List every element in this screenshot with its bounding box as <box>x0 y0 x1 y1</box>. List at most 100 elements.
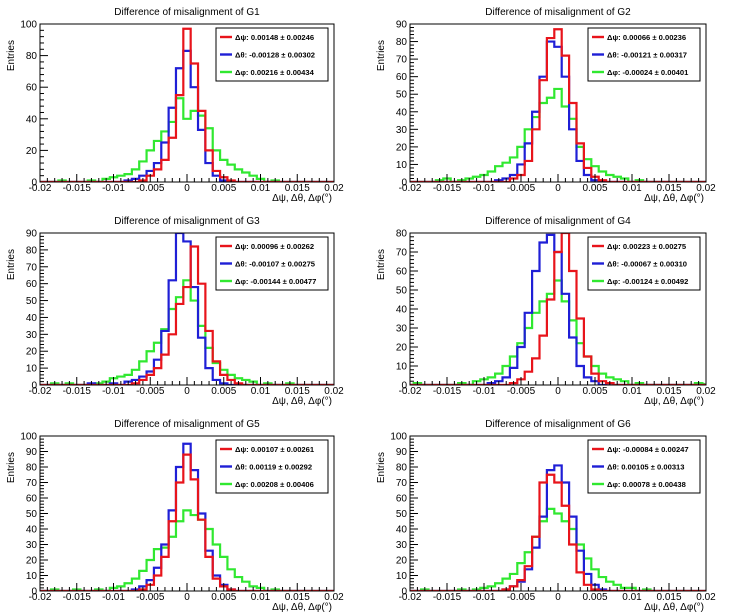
histogram-psi <box>40 245 334 385</box>
x-tick-label: 0 <box>184 592 190 603</box>
x-tick-label: -0.01 <box>473 592 496 603</box>
y-tick-label: 30 <box>396 540 408 551</box>
legend-label-theta: Δθ: -0.00121 ± 0.00317 <box>607 51 687 60</box>
y-tick-label: 100 <box>20 432 37 443</box>
y-tick-label: 90 <box>396 20 408 31</box>
y-axis-label: Entries <box>376 452 387 483</box>
histogram-phi <box>410 507 706 591</box>
legend-label-phi: Δφ: 0.00216 ± 0.00434 <box>235 68 315 77</box>
legend-label-theta: Δθ: 0.00119 ± 0.00292 <box>235 463 312 472</box>
y-tick-label: 40 <box>396 107 408 118</box>
y-tick-label: 30 <box>26 330 38 341</box>
legend-label-theta: Δθ: -0.00107 ± 0.00275 <box>235 260 316 269</box>
x-tick-label: 0.015 <box>656 183 681 194</box>
y-tick-label: 40 <box>26 114 38 125</box>
histogram-phi <box>40 279 334 385</box>
y-tick-label: 50 <box>396 286 408 297</box>
y-axis-label: Entries <box>376 249 387 280</box>
x-tick-label: 0.01 <box>622 183 642 194</box>
y-tick-label: 70 <box>26 262 38 273</box>
panel-g5: Difference of misalignment of G5 Entries Δ… <box>6 419 344 613</box>
legend-box <box>587 236 701 291</box>
x-tick-label: 0.01 <box>251 183 271 194</box>
legend-box <box>587 27 701 82</box>
x-tick-label: 0.01 <box>622 592 642 603</box>
y-tick-label: 20 <box>26 347 38 358</box>
x-tick-label: -0.005 <box>136 183 165 194</box>
legend-label-psi: Δψ: 0.00148 ± 0.00246 <box>235 33 314 42</box>
x-tick-label: -0.02 <box>29 592 52 603</box>
y-tick-label: 30 <box>396 324 408 335</box>
x-axis-label: Δψ, Δθ, Δφ(°) <box>644 602 704 613</box>
histogram-psi <box>410 473 706 591</box>
x-tick-label: -0.015 <box>433 592 462 603</box>
x-tick-label: 0.005 <box>211 592 236 603</box>
x-tick-label: 0 <box>184 183 190 194</box>
y-tick-label: 60 <box>396 267 408 278</box>
histogram-psi <box>410 28 706 182</box>
y-tick-label: 0 <box>401 587 407 598</box>
y-tick-label: 0 <box>31 587 37 598</box>
y-tick-label: 60 <box>26 279 38 290</box>
x-tick-label: 0.005 <box>211 183 236 194</box>
x-tick-label: 0.02 <box>324 183 344 194</box>
x-tick-label: -0.01 <box>473 386 496 397</box>
x-tick-label: -0.015 <box>63 592 92 603</box>
panel-title: Difference of misalignment of G4 <box>485 216 631 227</box>
y-tick-label: 30 <box>396 125 408 136</box>
x-axis-label: Δψ, Δθ, Δφ(°) <box>272 602 332 613</box>
x-tick-label: 0.01 <box>251 592 271 603</box>
y-tick-label: 70 <box>396 478 408 489</box>
histogram-theta <box>40 49 334 182</box>
y-tick-label: 20 <box>26 556 38 567</box>
x-tick-label: -0.005 <box>136 386 165 397</box>
x-tick-label: 0.02 <box>696 386 716 397</box>
x-tick-label: 0.005 <box>211 386 236 397</box>
histogram-theta <box>410 40 706 182</box>
x-tick-label: -0.015 <box>433 386 462 397</box>
y-tick-label: 90 <box>396 447 408 458</box>
x-axis-label: Δψ, Δθ, Δφ(°) <box>644 396 704 407</box>
histogram-phi <box>410 87 706 182</box>
legend-label-phi: Δφ: 0.00078 ± 0.00438 <box>607 480 686 489</box>
histogram-psi <box>40 453 334 591</box>
y-tick-label: 0 <box>401 178 407 189</box>
y-tick-label: 50 <box>26 509 38 520</box>
x-tick-label: 0.02 <box>696 592 716 603</box>
x-tick-label: -0.005 <box>507 386 536 397</box>
x-tick-label: 0.015 <box>285 183 310 194</box>
x-axis-label: Δψ, Δθ, Δφ(°) <box>644 193 704 204</box>
y-tick-label: 20 <box>396 556 408 567</box>
x-tick-label: -0.02 <box>399 592 422 603</box>
legend-label-theta: Δθ: -0.00067 ± 0.00310 <box>607 260 687 269</box>
x-tick-label: 0 <box>184 386 190 397</box>
panel-title: Difference of misalignment of G5 <box>114 419 260 430</box>
histogram-phi <box>40 509 334 591</box>
panel-title: Difference of misalignment of G6 <box>485 419 631 430</box>
legend-label-psi: Δψ: 0.00107 ± 0.00261 <box>235 445 315 454</box>
x-tick-label: 0.015 <box>285 386 310 397</box>
y-tick-label: 40 <box>396 525 408 536</box>
x-tick-label: 0 <box>555 386 561 397</box>
y-tick-label: 60 <box>396 72 408 83</box>
y-tick-label: 80 <box>396 463 408 474</box>
y-tick-label: 50 <box>396 509 408 520</box>
x-tick-label: 0.015 <box>656 592 681 603</box>
y-tick-label: 50 <box>26 296 38 307</box>
y-tick-label: 10 <box>396 160 408 171</box>
y-tick-label: 0 <box>401 381 407 392</box>
y-tick-label: 70 <box>26 478 38 489</box>
x-tick-label: -0.015 <box>63 183 92 194</box>
y-tick-label: 0 <box>31 178 37 189</box>
y-axis-label: Entries <box>6 40 17 71</box>
y-tick-label: 80 <box>26 463 38 474</box>
legend-box <box>587 439 701 494</box>
y-tick-label: 0 <box>31 381 37 392</box>
x-tick-label: -0.02 <box>399 386 422 397</box>
x-tick-label: 0.02 <box>324 386 344 397</box>
x-tick-label: 0.01 <box>622 386 642 397</box>
y-tick-label: 20 <box>396 142 408 153</box>
y-tick-label: 80 <box>26 245 38 256</box>
x-axis-label: Δψ, Δθ, Δφ(°) <box>272 193 332 204</box>
legend-box <box>215 27 329 82</box>
